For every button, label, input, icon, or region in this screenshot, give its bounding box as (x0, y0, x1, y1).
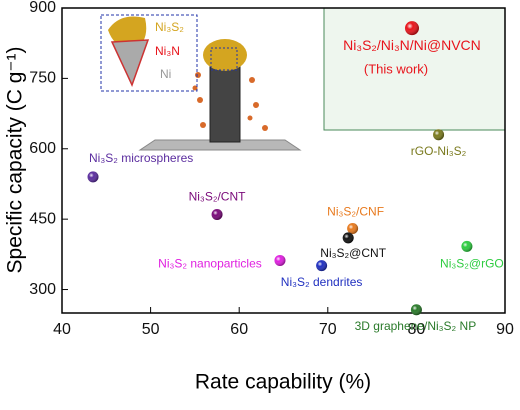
x-axis-label: Rate capability (%) (195, 371, 371, 394)
x-tick-label: 60 (230, 321, 248, 338)
x-tick-label: 90 (496, 321, 514, 338)
point-shine (342, 232, 354, 244)
point-shine (410, 304, 422, 316)
y-tick-label: 900 (29, 0, 56, 16)
point-label: Ni₃S₂ dendrites (281, 275, 363, 289)
inset-label: Ni₃S₂ (155, 20, 184, 34)
plot-frame (61, 7, 506, 314)
y-tick-label: 600 (29, 140, 56, 157)
x-tick-label: 50 (142, 321, 160, 338)
inset-label: Ni (160, 67, 171, 81)
point-shine (433, 129, 445, 141)
y-tick-label: 750 (29, 70, 56, 87)
point-label: Ni₃S₂/CNF (327, 205, 384, 219)
y-tick-label: 300 (29, 281, 56, 298)
inset-illustration: Ni₃S₂ Ni₃N Ni (100, 14, 302, 151)
x-tick-label: 40 (53, 321, 71, 338)
point-shine (316, 260, 328, 272)
point-label: Ni₃S₂/Ni₃N/Ni@NVCN (343, 37, 481, 53)
point-label: Ni₃S₂@CNT (320, 246, 386, 260)
annotation: (This work) (364, 61, 428, 76)
y-tick-label: 450 (29, 210, 56, 227)
point-label: rGO-Ni₃S₂ (411, 144, 467, 158)
x-tick-label: 70 (319, 321, 337, 338)
point-shine (461, 240, 473, 252)
point-label: 3D graphene/Ni₃S₂ NP (355, 319, 477, 333)
point-shine (274, 254, 286, 266)
point-shine (211, 208, 223, 220)
point-shine (87, 171, 99, 183)
point-shine (404, 21, 419, 36)
point-label: Ni₃S₂@rGO (440, 257, 504, 271)
point-label: Ni₃S₂/CNT (189, 190, 247, 204)
inset-label: Ni₃N (155, 44, 180, 58)
point-shine (347, 223, 359, 235)
y-axis-label: Specific capacity (C g⁻¹) (4, 47, 27, 274)
x-tick-label: 80 (408, 321, 426, 338)
point-label: Ni₃S₂ nanoparticles (158, 257, 262, 271)
point-label: Ni₃S₂ microspheres (89, 151, 193, 165)
